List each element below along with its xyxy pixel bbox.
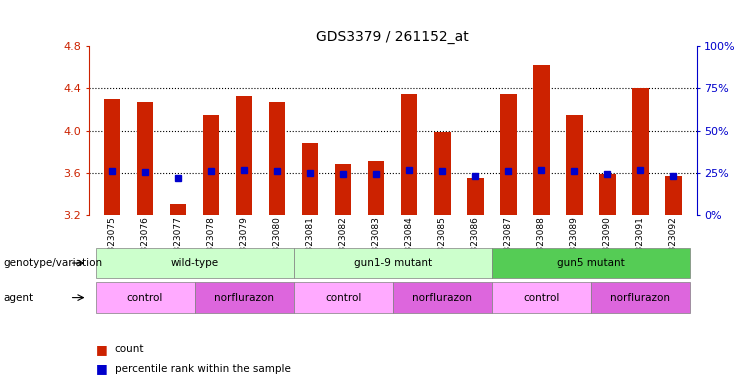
Bar: [566, 115, 582, 215]
Bar: [170, 205, 186, 215]
Text: control: control: [523, 293, 559, 303]
Text: genotype/variation: genotype/variation: [4, 258, 103, 268]
Text: wild-type: wild-type: [170, 258, 219, 268]
Text: gun1-9 mutant: gun1-9 mutant: [353, 258, 432, 268]
Text: ■: ■: [96, 343, 108, 356]
Bar: [467, 178, 484, 215]
Text: control: control: [127, 293, 163, 303]
Text: control: control: [325, 293, 362, 303]
Bar: [599, 174, 616, 215]
Text: percentile rank within the sample: percentile rank within the sample: [115, 364, 290, 374]
Text: norflurazon: norflurazon: [412, 293, 472, 303]
Bar: [434, 132, 451, 215]
Text: norflurazon: norflurazon: [214, 293, 274, 303]
Text: ■: ■: [96, 362, 108, 375]
Text: agent: agent: [4, 293, 34, 303]
Bar: [269, 102, 285, 215]
Bar: [665, 176, 682, 215]
Text: gun5 mutant: gun5 mutant: [557, 258, 625, 268]
Bar: [104, 99, 120, 215]
Bar: [137, 102, 153, 215]
Bar: [335, 164, 351, 215]
Bar: [401, 94, 417, 215]
Bar: [500, 94, 516, 215]
Bar: [236, 96, 253, 215]
Bar: [368, 161, 385, 215]
Bar: [203, 115, 219, 215]
Bar: [533, 65, 550, 215]
Bar: [632, 88, 648, 215]
Text: count: count: [115, 344, 144, 354]
Title: GDS3379 / 261152_at: GDS3379 / 261152_at: [316, 30, 469, 44]
Text: norflurazon: norflurazon: [611, 293, 671, 303]
Bar: [302, 143, 319, 215]
